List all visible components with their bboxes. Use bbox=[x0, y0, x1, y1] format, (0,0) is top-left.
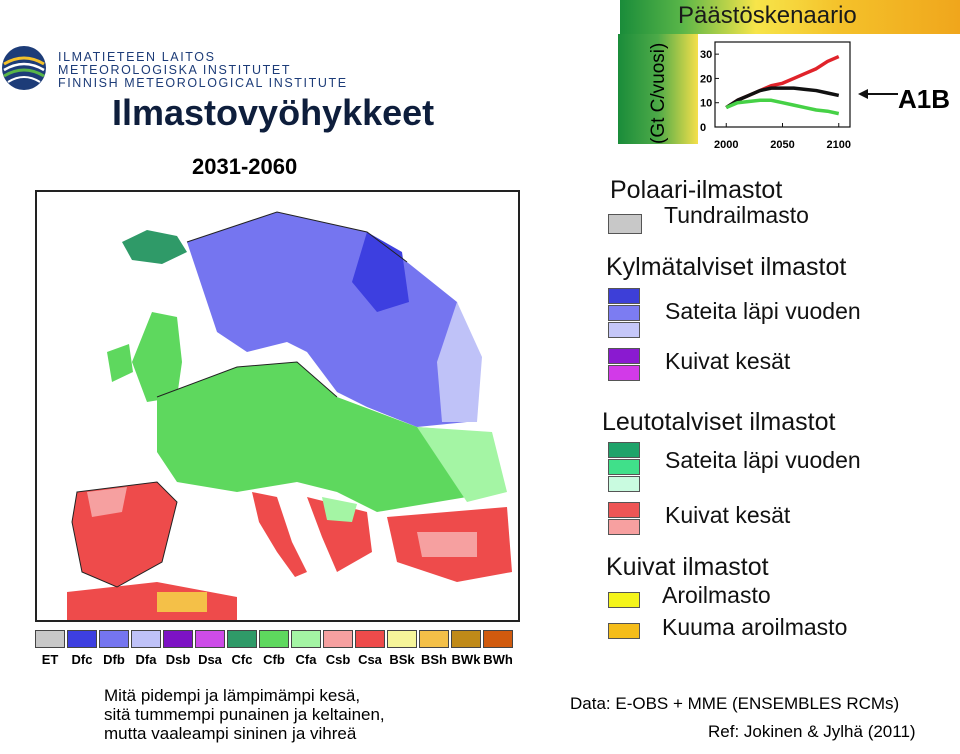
legend-swatch bbox=[608, 348, 640, 364]
legend-swatch bbox=[608, 288, 640, 304]
legend-swatch bbox=[195, 630, 225, 648]
legend-code: Dsa bbox=[198, 652, 222, 667]
legend-swatch bbox=[419, 630, 449, 648]
fmi-logo-icon bbox=[2, 46, 46, 90]
cold-wet-label: Sateita läpi vuoden bbox=[665, 298, 861, 324]
polar-heading: Polaari-ilmastot bbox=[610, 176, 783, 204]
caption-line: mutta vaaleampi sininen ja vihreä bbox=[104, 724, 357, 743]
legend-swatch bbox=[451, 630, 481, 648]
legend-code: Csa bbox=[358, 652, 382, 667]
legend-swatch bbox=[35, 630, 65, 648]
legend-code: BWk bbox=[451, 652, 481, 667]
period-label: 2031-2060 bbox=[192, 154, 298, 179]
scenario-chart: 30 20 10 0 2000 2050 2100 bbox=[700, 41, 851, 151]
legend-code: Cfc bbox=[231, 652, 253, 667]
legend-swatch bbox=[608, 502, 640, 518]
series-line bbox=[725, 86, 840, 110]
logo-line-1: ILMATIETEEN LAITOS bbox=[58, 50, 216, 64]
legend-swatch bbox=[608, 476, 640, 492]
mild-dry-label: Kuivat kesät bbox=[665, 502, 791, 528]
scenario-chart-title: Päästöskenaario bbox=[678, 2, 857, 29]
x-tick-label: 2100 bbox=[827, 139, 851, 151]
legend-swatch bbox=[608, 459, 640, 475]
arrow-left-icon bbox=[858, 89, 898, 99]
series-line bbox=[725, 98, 840, 116]
map-caption: Mitä pidempi ja lämpimämpi kesä, sitä tu… bbox=[104, 686, 385, 743]
logo-line-2: METEOROLOGISKA INSTITUTET bbox=[58, 63, 292, 77]
y-tick-label: 30 bbox=[700, 49, 712, 61]
europe-map-graphic bbox=[67, 211, 512, 620]
legend-swatch bbox=[163, 630, 193, 648]
page-title: Ilmastovyöhykkeet bbox=[112, 92, 435, 133]
legend-code: Dfb bbox=[103, 652, 125, 667]
legend-code: Cfa bbox=[295, 652, 317, 667]
legend-swatch bbox=[291, 630, 321, 648]
legend-swatch bbox=[355, 630, 385, 648]
y-tick-label: 10 bbox=[700, 98, 712, 110]
legend-swatch bbox=[387, 630, 417, 648]
mild-wet-label: Sateita läpi vuoden bbox=[665, 447, 861, 473]
mild-heading: Leutotalviset ilmastot bbox=[602, 408, 836, 436]
legend-code: BSh bbox=[421, 652, 447, 667]
data-source-note: Data: E-OBS + MME (ENSEMBLES RCMs) bbox=[570, 694, 900, 713]
legend-code: BWh bbox=[483, 652, 513, 667]
legend-code: Cfb bbox=[263, 652, 285, 667]
legend-swatch bbox=[67, 630, 97, 648]
legend-swatch bbox=[608, 214, 642, 234]
legend-swatch bbox=[608, 623, 640, 639]
y-tick-label: 0 bbox=[700, 122, 706, 134]
header-color-band bbox=[620, 0, 960, 34]
reference-note: Ref: Jokinen & Jylhä (2011) bbox=[708, 722, 916, 741]
legend-swatch bbox=[131, 630, 161, 648]
y-tick-label: 20 bbox=[700, 73, 712, 85]
legend-code: BSk bbox=[389, 652, 415, 667]
legend-swatch bbox=[608, 322, 640, 338]
cold-dry-label: Kuivat kesät bbox=[665, 348, 791, 374]
scenario-label: A1B bbox=[898, 84, 951, 114]
legend-code: ET bbox=[41, 652, 59, 667]
logo-line-3: FINNISH METEOROLOGICAL INSTITUTE bbox=[58, 76, 348, 90]
legend-swatch bbox=[608, 305, 640, 321]
hot-arid-label: Kuuma aroilmasto bbox=[662, 614, 848, 640]
legend-code: Dsb bbox=[165, 652, 191, 667]
legend-swatch bbox=[608, 519, 640, 535]
semi-arid-label: Aroilmasto bbox=[662, 582, 771, 608]
legend-swatch bbox=[323, 630, 353, 648]
dry-heading: Kuivat ilmastot bbox=[606, 553, 769, 581]
legend-swatch bbox=[483, 630, 513, 648]
legend-swatch bbox=[99, 630, 129, 648]
legend-code: Csb bbox=[325, 652, 351, 667]
legend-swatch bbox=[608, 442, 640, 458]
legend-swatch bbox=[608, 592, 640, 608]
caption-line: Mitä pidempi ja lämpimämpi kesä, bbox=[104, 686, 361, 705]
legend-code: Dfa bbox=[135, 652, 157, 667]
x-tick-label: 2050 bbox=[770, 139, 794, 151]
legend-swatch bbox=[227, 630, 257, 648]
legend-swatch bbox=[608, 365, 640, 381]
legend-code: Dfc bbox=[71, 652, 93, 667]
legend-swatch bbox=[259, 630, 289, 648]
x-tick-label: 2000 bbox=[714, 139, 738, 151]
climate-zone-map bbox=[35, 190, 520, 622]
cold-heading: Kylmätalviset ilmastot bbox=[606, 253, 847, 281]
tundra-label: Tundrailmasto bbox=[664, 202, 809, 228]
caption-line: sitä tummempi punainen ja keltainen, bbox=[104, 705, 385, 724]
header-color-strip bbox=[618, 34, 698, 144]
